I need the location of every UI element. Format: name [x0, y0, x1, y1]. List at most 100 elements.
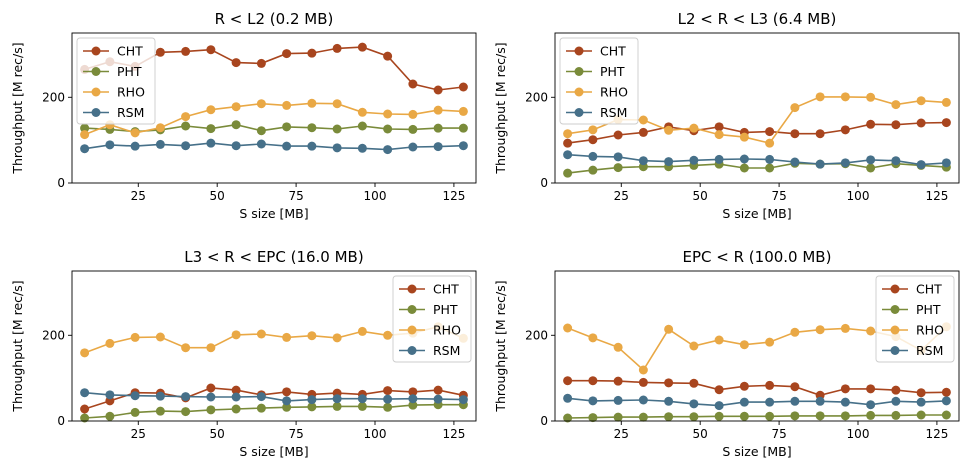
legend-swatch-marker: [574, 87, 584, 97]
data-point: [80, 348, 90, 358]
data-point: [433, 85, 443, 95]
data-point: [664, 157, 674, 167]
data-point: [866, 163, 876, 173]
data-point: [765, 380, 775, 390]
data-point: [891, 156, 901, 166]
data-point: [433, 123, 443, 133]
legend-swatch-marker: [91, 46, 101, 56]
x-tick-label: 75: [771, 427, 786, 441]
data-point: [941, 118, 951, 128]
data-point: [815, 396, 825, 406]
legend-entry-rho: RHO: [916, 323, 944, 338]
data-point: [383, 394, 393, 404]
data-point: [458, 106, 468, 116]
data-point: [714, 154, 724, 164]
data-point: [282, 49, 292, 59]
series-rsm: [563, 393, 951, 411]
data-point: [307, 123, 317, 133]
data-point: [256, 329, 266, 339]
legend-entry-rsm: RSM: [117, 105, 144, 120]
data-point: [714, 335, 724, 345]
x-axis-label: S size [MB]: [722, 444, 791, 459]
legend-entry-cht: CHT: [117, 44, 143, 59]
data-point: [689, 123, 699, 133]
data-point: [840, 384, 850, 394]
legend-entry-pht: PHT: [916, 302, 941, 317]
data-point: [588, 376, 598, 386]
legend-entry-pht: PHT: [117, 64, 142, 79]
data-point: [891, 385, 901, 395]
chart-panel-1: R < L2 (0.2 MB) 25 50 75 100 125 0 200 S size [M…: [10, 10, 477, 221]
series-pht: [563, 410, 951, 423]
series-line-rsm: [84, 142, 464, 151]
x-tick-label: 50: [210, 189, 225, 203]
data-point: [357, 401, 367, 411]
data-point: [332, 124, 342, 134]
data-point: [613, 342, 623, 352]
data-point: [256, 403, 266, 413]
data-point: [282, 402, 292, 412]
data-point: [739, 381, 749, 391]
data-point: [206, 138, 216, 148]
data-point: [332, 394, 342, 404]
series-line-cht: [84, 387, 464, 410]
data-point: [739, 411, 749, 421]
data-point: [941, 387, 951, 397]
data-point: [80, 413, 90, 423]
y-tick-label: 0: [540, 414, 548, 428]
data-point: [941, 97, 951, 107]
data-point: [739, 132, 749, 142]
data-point: [282, 122, 292, 132]
legend-swatch-marker: [574, 46, 584, 56]
data-point: [357, 394, 367, 404]
data-point: [383, 145, 393, 155]
data-point: [563, 129, 573, 139]
data-point: [433, 394, 443, 404]
data-point: [80, 388, 90, 398]
data-point: [638, 412, 648, 422]
data-point: [181, 392, 191, 402]
data-point: [790, 327, 800, 337]
data-point: [206, 392, 216, 402]
data-point: [105, 390, 115, 400]
x-tick-label: 100: [364, 189, 387, 203]
y-axis-label: Throughput [M rec/s]: [493, 42, 508, 174]
x-tick-label: 50: [693, 427, 708, 441]
data-point: [714, 130, 724, 140]
legend-entry-rho: RHO: [117, 85, 145, 100]
legend-swatch-marker: [890, 346, 900, 355]
data-point: [332, 401, 342, 411]
data-point: [105, 411, 115, 421]
data-point: [588, 151, 598, 161]
data-point: [765, 337, 775, 347]
data-point: [840, 411, 850, 421]
data-point: [130, 407, 140, 417]
data-point: [866, 119, 876, 129]
data-point: [638, 395, 648, 405]
series-pht: [80, 400, 468, 423]
data-point: [790, 382, 800, 392]
data-point: [307, 331, 317, 341]
x-tick-label: 125: [442, 189, 465, 203]
data-point: [130, 128, 140, 138]
data-point: [891, 410, 901, 420]
data-point: [206, 45, 216, 55]
data-point: [588, 165, 598, 175]
legend: CHT PHT RHO RSM: [392, 275, 472, 363]
series-line-rsm: [567, 153, 947, 166]
y-tick-label: 200: [525, 90, 548, 104]
data-point: [638, 127, 648, 137]
data-point: [941, 158, 951, 168]
data-point: [332, 333, 342, 343]
data-point: [231, 330, 241, 340]
series-cht: [563, 376, 951, 400]
data-point: [916, 410, 926, 420]
data-point: [130, 391, 140, 401]
data-point: [840, 158, 850, 168]
data-point: [408, 400, 418, 410]
data-point: [155, 47, 165, 57]
data-point: [664, 412, 674, 422]
y-tick-label: 200: [42, 328, 65, 342]
series-line-rsm: [567, 397, 947, 407]
